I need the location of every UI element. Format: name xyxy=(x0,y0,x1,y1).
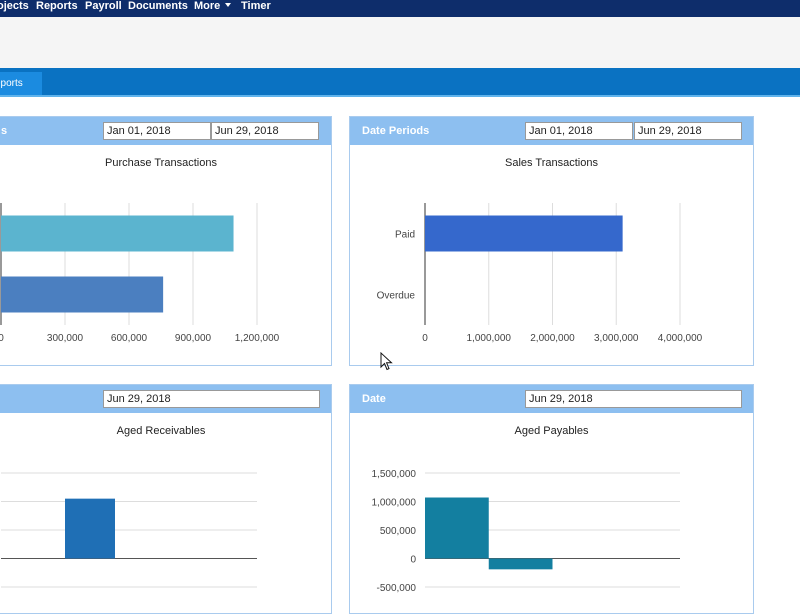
aged-payables-chart: 1,500,000 1,000,000 500,000 0 -500,000 xyxy=(372,469,680,594)
top-nav-bar: ojects Reports Payroll Documents More Ti… xyxy=(0,0,800,17)
caret-down-icon xyxy=(225,3,232,7)
category-label: Overdue xyxy=(377,291,416,302)
sales-transactions-panel: Date Periods Sales Transactions 0 1,000,0… xyxy=(349,116,754,366)
y-tick-label: 1,500,000 xyxy=(372,469,417,480)
y-tick-label: -500,000 xyxy=(377,583,417,594)
nav-timer[interactable]: Timer xyxy=(241,0,271,12)
x-tick-label: 3,000,000 xyxy=(594,333,639,344)
panel-header: s xyxy=(0,117,331,145)
nav-more-label: More xyxy=(194,0,221,12)
x-tick-label: 300,000 xyxy=(47,333,84,344)
x-tick-label: 600,000 xyxy=(111,333,148,344)
toolbar-area xyxy=(0,17,800,69)
x-tick-label: 4,000,000 xyxy=(658,333,703,344)
purchase-transactions-chart: 0 300,000 600,000 900,000 1,200,000 xyxy=(0,203,280,344)
chart-title: Aged Receivables xyxy=(116,425,206,437)
mouse-cursor-icon xyxy=(380,352,393,371)
panel-header: Date xyxy=(350,385,753,413)
x-tick-label: 2,000,000 xyxy=(530,333,575,344)
aged-payables-panel: Date Aged Payables 1,500,000 1,000,000 500… xyxy=(349,384,754,614)
bar xyxy=(1,215,234,252)
aged-receivables-panel: Aged Receivables xyxy=(0,384,332,614)
to-date-input[interactable] xyxy=(634,122,742,140)
nav-payroll[interactable]: Payroll xyxy=(85,0,122,12)
x-tick-label: 0 xyxy=(422,333,428,344)
panel-header-title: Date Periods xyxy=(362,125,430,137)
nav-documents[interactable]: Documents xyxy=(128,0,188,17)
sales-transactions-chart: 0 1,000,000 2,000,000 3,000,000 4,000,000 Pai… xyxy=(377,203,703,344)
panel-header xyxy=(0,385,331,413)
as-of-date-input[interactable] xyxy=(525,390,742,408)
from-date-input[interactable] xyxy=(525,122,633,140)
tab-reports[interactable]: eports xyxy=(0,72,42,95)
nav-documents-label: Documents xyxy=(128,0,188,12)
from-date-input[interactable] xyxy=(103,122,211,140)
bar xyxy=(425,497,489,559)
x-tick-label: 1,200,000 xyxy=(235,333,280,344)
panel-header-title: Date xyxy=(362,393,386,405)
y-tick-label: 500,000 xyxy=(380,526,417,537)
x-tick-label: 0 xyxy=(0,333,4,344)
chart-title: Purchase Transactions xyxy=(105,157,217,169)
y-tick-label: 0 xyxy=(410,555,416,566)
category-label: Paid xyxy=(395,230,415,241)
purchase-transactions-panel: s Purchase Transactions 0 300,000 600,000 9… xyxy=(0,116,332,366)
y-tick-label: 1,000,000 xyxy=(372,498,417,509)
bar xyxy=(425,215,623,252)
nav-reports[interactable]: Reports xyxy=(36,0,78,12)
to-date-input[interactable] xyxy=(211,122,319,140)
aged-receivables-chart xyxy=(1,472,257,588)
as-of-date-input[interactable] xyxy=(103,390,320,408)
tab-bar: eports xyxy=(0,68,800,97)
panel-header-title: s xyxy=(1,125,8,137)
chart-title: Sales Transactions xyxy=(505,157,598,169)
panel-header: Date Periods xyxy=(350,117,753,145)
bar xyxy=(65,498,115,559)
x-tick-label: 1,000,000 xyxy=(467,333,512,344)
chart-title: Aged Payables xyxy=(514,425,589,437)
x-tick-label: 900,000 xyxy=(175,333,212,344)
bar xyxy=(1,276,164,313)
bar xyxy=(488,558,553,570)
nav-projects[interactable]: ojects xyxy=(0,0,29,12)
nav-more[interactable]: More xyxy=(194,0,232,17)
